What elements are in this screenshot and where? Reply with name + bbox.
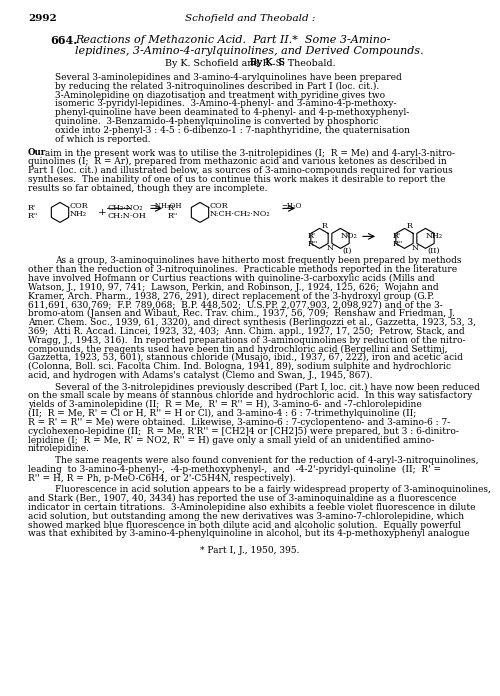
Text: N: N: [326, 244, 334, 253]
Text: acid, and hydrogen with Adams's catalyst (Clemo and Swan, J., 1945, 867).: acid, and hydrogen with Adams's catalyst…: [28, 371, 372, 380]
Text: quinolines (I;  R = Ar), prepared from methazonic acid and various ketones as de: quinolines (I; R = Ar), prepared from me…: [28, 157, 447, 166]
Text: (II): (II): [427, 246, 440, 255]
Text: other than the reduction of 3-nitroquinolines.  Practicable methods reported in : other than the reduction of 3-nitroquino…: [28, 265, 457, 274]
Text: results so far obtained, though they are incomplete.: results so far obtained, though they are…: [28, 184, 268, 193]
Text: bromo-atom (Jansen and Wibaut, Rec. Trav. chim., 1937, 56, 709;  Renshaw and Fri: bromo-atom (Jansen and Wibaut, Rec. Trav…: [28, 309, 455, 318]
Text: Wragg, J., 1943, 316).  In reported preparations of 3-aminoquinolines by reducti: Wragg, J., 1943, 316). In reported prepa…: [28, 335, 466, 345]
Text: compounds, the reagents used have been tin and hydrochloric acid (Bergellini and: compounds, the reagents used have been t…: [28, 345, 448, 354]
Text: R': R': [168, 205, 176, 212]
Text: Our: Our: [28, 148, 46, 157]
Text: +: +: [98, 208, 107, 217]
Text: R'': R'': [28, 212, 38, 221]
Text: of which is reported.: of which is reported.: [55, 134, 150, 143]
Text: R'' = H, R = Ph, p-MeO-C6H4, or 2'-C5H4N, respectively).: R'' = H, R = Ph, p-MeO-C6H4, or 2'-C5H4N…: [28, 473, 296, 483]
Text: indicator in certain titrations.  3-Aminolepidine also exhibits a feeble violet : indicator in certain titrations. 3-Amino…: [28, 503, 475, 512]
Text: acid solution, but outstanding among the new derivatives was 3-amino-7-chlorolep: acid solution, but outstanding among the…: [28, 512, 464, 521]
Text: isomeric 3-pyridyl-lepidines.  3-Amino-4-phenyl- and 3-amino-4-p-methoxy-: isomeric 3-pyridyl-lepidines. 3-Amino-4-…: [55, 100, 396, 109]
Text: Schofield and Theobald :: Schofield and Theobald :: [185, 14, 315, 23]
Text: (I): (I): [342, 246, 351, 255]
Text: on the small scale by means of stannous chloride and hydrochloric acid.  In this: on the small scale by means of stannous …: [28, 391, 472, 400]
Text: R: R: [322, 223, 328, 230]
Text: −NH₂OH: −NH₂OH: [149, 203, 182, 210]
Text: R'': R'': [308, 240, 318, 248]
Text: N:CH·CH₂·NO₂: N:CH·CH₂·NO₂: [210, 210, 270, 219]
Text: R': R': [308, 232, 316, 240]
Text: (II;  R = Me, R' = Cl or H, R'' = H or Cl), and 3-amino-4 : 6 : 7-trimethylquino: (II; R = Me, R' = Cl or H, R'' = H or Cl…: [28, 409, 416, 418]
Text: (Colonna, Boll. sci. Facolta Chim. Ind. Bologna, 1941, 89), sodium sulphite and : (Colonna, Boll. sci. Facolta Chim. Ind. …: [28, 362, 451, 371]
Text: 3-Aminolepidine on diazotisation and treatment with pyridine gives two: 3-Aminolepidine on diazotisation and tre…: [55, 90, 385, 100]
Text: By K. S: By K. S: [250, 58, 285, 67]
Text: As a group, 3-aminoquinolines have hitherto most frequently been prepared by met: As a group, 3-aminoquinolines have hithe…: [55, 256, 462, 265]
Text: Fluorescence in acid solution appears to be a fairly widespread property of 3-am: Fluorescence in acid solution appears to…: [55, 485, 491, 494]
Text: 611,691, 630,769;  F.P. 789,068;  B.P. 448,502;  U.S.PP. 2,077,903, 2,098,927) a: 611,691, 630,769; F.P. 789,068; B.P. 448…: [28, 301, 443, 310]
Text: Gazzetta, 1923, 53, 601), stannous chloride (Musajo, ibid., 1937, 67, 222), iron: Gazzetta, 1923, 53, 601), stannous chlor…: [28, 353, 463, 363]
Text: Several 3-aminolepidines and 3-amino-4-arylquinolines have been prepared: Several 3-aminolepidines and 3-amino-4-a…: [55, 73, 402, 82]
Text: CH:N·OH: CH:N·OH: [107, 212, 146, 221]
Text: Watson, J., 1910, 97, 741;  Lawson, Perkin, and Robinson, J., 1924, 125, 626;  W: Watson, J., 1910, 97, 741; Lawson, Perki…: [28, 283, 438, 292]
Text: R: R: [407, 223, 413, 230]
Text: phenyl-quinoline have been deaminated to 4-phenyl- and 4-p-methoxyphenyl-: phenyl-quinoline have been deaminated to…: [55, 108, 409, 117]
Text: COR: COR: [70, 203, 89, 210]
Text: Kramer, Arch. Pharm., 1938, 276, 291), direct replacement of the 3-hydroxyl grou: Kramer, Arch. Pharm., 1938, 276, 291), d…: [28, 292, 434, 301]
Text: by reducing the related 3-nitroquinolines described in Part I (loc. cit.).: by reducing the related 3-nitroquinoline…: [55, 82, 380, 91]
Text: and Stark (Ber., 1907, 40, 3434) has reported the use of 3-aminoquinaldine as a : and Stark (Ber., 1907, 40, 3434) has rep…: [28, 494, 456, 503]
Text: By K. S: By K. S: [250, 58, 285, 67]
Text: nitrolepidine.: nitrolepidine.: [28, 444, 90, 453]
Text: was that exhibited by 3-amino-4-phenylquinoline in alcohol, but its 4-p-methoxyp: was that exhibited by 3-amino-4-phenylqu…: [28, 530, 469, 539]
Text: lepidines, 3-Amino-4-arylquinolines, and Derived Compounds.: lepidines, 3-Amino-4-arylquinolines, and…: [75, 46, 424, 56]
Text: Several of the 3-nitrolepidines previously described (Part I, loc. cit.) have no: Several of the 3-nitrolepidines previous…: [55, 383, 480, 392]
Text: By K. Schofield and R. S. Theobald.: By K. Schofield and R. S. Theobald.: [164, 59, 336, 68]
Text: N: N: [412, 244, 418, 253]
Text: 664.: 664.: [50, 35, 77, 46]
Text: R': R': [393, 232, 401, 240]
Text: R'': R'': [168, 212, 178, 221]
Text: leading  to 3-amino-4-phenyl-,  -4-p-methoxyphenyl-,  and  -4-2'-pyridyl-quinoli: leading to 3-amino-4-phenyl-, -4-p-metho…: [28, 465, 441, 474]
Text: quinoline.  3-Benzamido-4-phenylquinoline is converted by phosphoric: quinoline. 3-Benzamido-4-phenylquinoline…: [55, 117, 378, 126]
Text: showed marked blue fluorescence in both dilute acid and alcoholic solution.  Equ: showed marked blue fluorescence in both …: [28, 521, 461, 530]
Text: aim in the present work was to utilise the 3-nitrolepidines (I;  R = Me) and 4-a: aim in the present work was to utilise t…: [42, 148, 455, 157]
Text: have involved Hofmann or Curtius reactions with quinoline-3-carboxylic acids (Mi: have involved Hofmann or Curtius reactio…: [28, 274, 434, 283]
Text: cyclohexeno-lepidine (II;  R = Me, R'R'' = [CH2]4 or [CH2]5) were prepared, but : cyclohexeno-lepidine (II; R = Me, R'R'' …: [28, 427, 459, 436]
Text: CH₂·NO₂: CH₂·NO₂: [107, 205, 142, 212]
Text: oxide into 2-phenyl-3 : 4-5 : 6-dibenzo-1 : 7-naphthyridine, the quaternisation: oxide into 2-phenyl-3 : 4-5 : 6-dibenzo-…: [55, 126, 410, 135]
Text: yields of 3-aminolepidine (II;  R = Me,  R' = R'' = H), 3-amino-6- and -7-chloro: yields of 3-aminolepidine (II; R = Me, R…: [28, 400, 422, 409]
Text: R = R' = R'' = Me) were obtained.  Likewise, 3-amino-6 : 7-cyclopenteno- and 3-a: R = R' = R'' = Me) were obtained. Likewi…: [28, 418, 450, 427]
Text: lepidine (I;  R = Me, R' = NO2, R'' = H) gave only a small yield of an unidentif: lepidine (I; R = Me, R' = NO2, R'' = H) …: [28, 436, 434, 445]
Text: syntheses.  The inability of one of us to continue this work makes it desirable : syntheses. The inability of one of us to…: [28, 175, 446, 184]
Text: 2992: 2992: [28, 14, 57, 23]
Text: The same reagents were also found convenient for the reduction of 4-aryl-3-nitro: The same reagents were also found conven…: [55, 456, 478, 465]
Text: NH₂: NH₂: [426, 232, 443, 240]
Text: Amer. Chem. Soc., 1939, 61, 3320), and direct synthesis (Berlingozzi et al., Gaz: Amer. Chem. Soc., 1939, 61, 3320), and d…: [28, 318, 476, 327]
Text: Reactions of Methazonic Acid.  Part II.*  Some 3-Amino-: Reactions of Methazonic Acid. Part II.* …: [75, 35, 390, 45]
Text: −H₂O: −H₂O: [281, 203, 301, 210]
Text: 369;  Atti R. Accad. Lincei, 1923, 32, 403;  Ann. Chim. appl., 1927, 17, 250;  P: 369; Atti R. Accad. Lincei, 1923, 32, 40…: [28, 327, 464, 335]
Text: NO₂: NO₂: [341, 232, 358, 240]
Text: R': R': [28, 205, 36, 212]
Text: Part I (loc. cit.) and illustrated below, as sources of 3-amino-compounds requir: Part I (loc. cit.) and illustrated below…: [28, 166, 453, 175]
Text: NH₂: NH₂: [70, 210, 87, 219]
Text: R'': R'': [393, 240, 403, 248]
Text: * Part I, J., 1950, 395.: * Part I, J., 1950, 395.: [200, 546, 300, 555]
Text: COR: COR: [210, 203, 229, 210]
